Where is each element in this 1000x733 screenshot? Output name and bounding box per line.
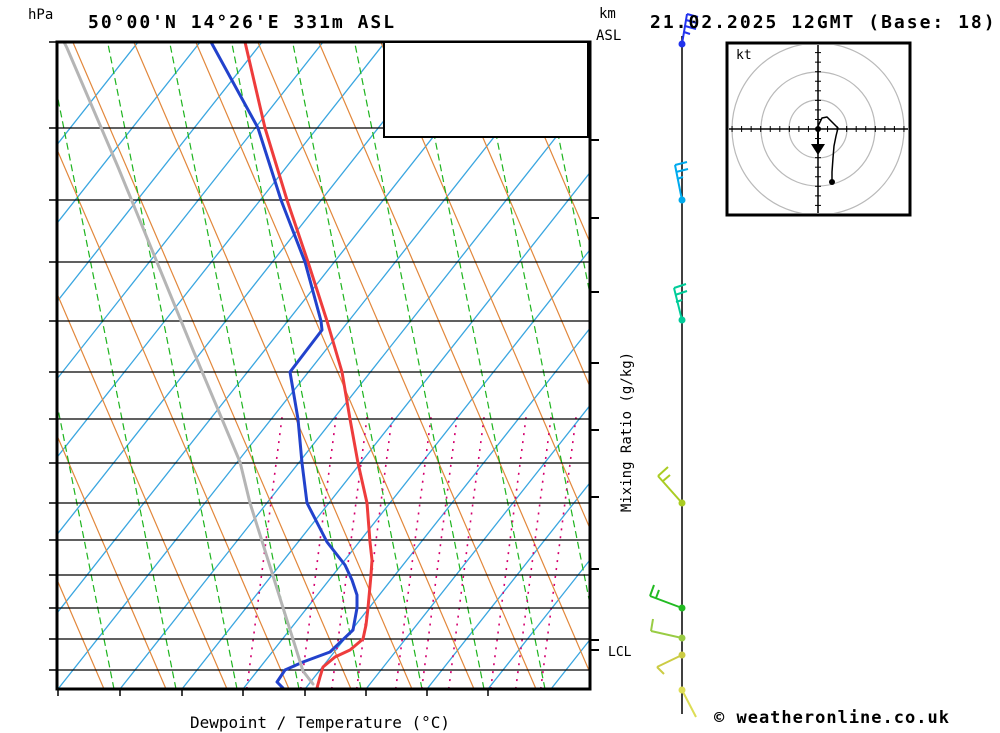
wind-barb [673, 283, 688, 324]
wind-barb [656, 651, 686, 675]
plot-border [55, 40, 592, 691]
page-title: 50°00'N 14°26'E 331m ASL [88, 12, 397, 33]
dewpoint-curve [209, 42, 359, 689]
mixing-ratio-axis-title: Mixing Ratio (g/kg) [619, 351, 635, 513]
dry_adiabat-lines [57, 42, 590, 689]
parcel_trajectory-curve [62, 42, 315, 686]
lcl-label: LCL [608, 645, 632, 660]
wind-barb [649, 584, 686, 612]
hodograph [725, 41, 912, 217]
isotherm-lines [57, 42, 590, 689]
wind-barb [657, 466, 686, 507]
hodograph-unit-label: kt [736, 48, 752, 63]
copyright: © weatheronline.co.uk [714, 708, 950, 728]
altitude-unit-asl: ASL [596, 28, 622, 44]
wind-barb [678, 686, 697, 718]
plot-area [57, 42, 590, 689]
legend [383, 41, 589, 138]
run-date-label: 21.02.2025 12GMT (Base: 18) [650, 12, 997, 33]
x-axis-title: Dewpoint / Temperature (°C) [189, 713, 451, 732]
storm-motion-arrow [811, 144, 825, 155]
wind-barb [674, 161, 689, 204]
wind-barb [678, 13, 699, 48]
wind-barb-column [649, 13, 699, 718]
altitude-unit-km: km [599, 6, 616, 22]
wind-barb [650, 618, 686, 642]
temperature-curve [243, 42, 374, 689]
pressure-unit-label: hPa [28, 7, 54, 23]
axis-ticks [49, 41, 599, 696]
